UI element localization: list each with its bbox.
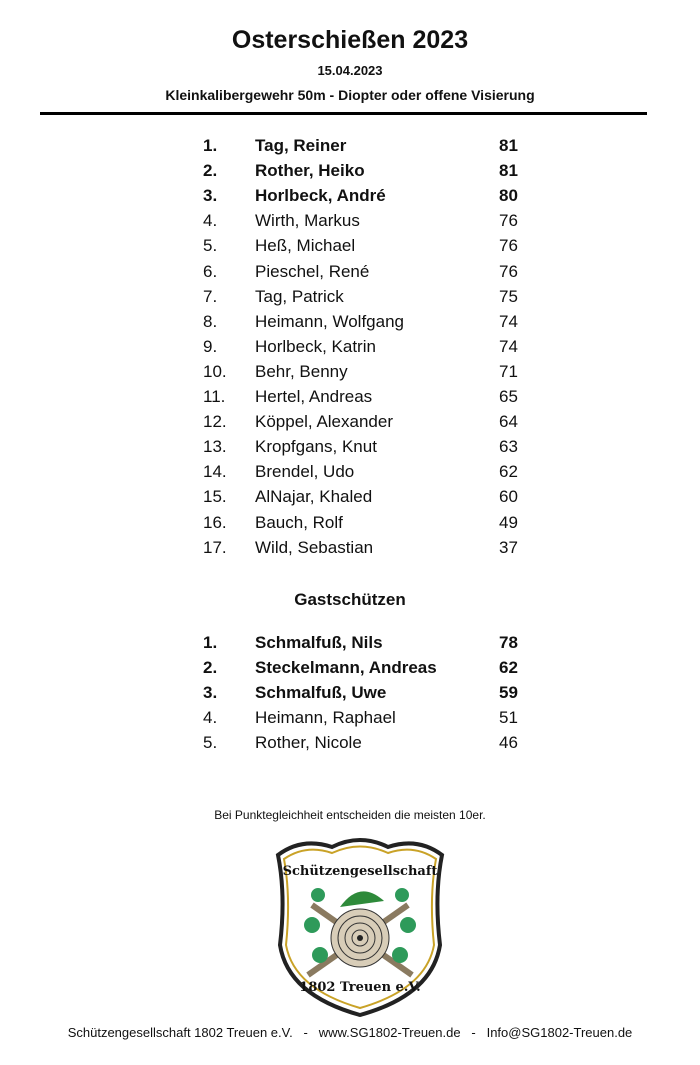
result-score: 46 <box>499 733 518 753</box>
result-row: 14. Brendel, Udo 62 <box>0 462 700 487</box>
result-rank: 13. <box>203 437 227 457</box>
result-name: Köppel, Alexander <box>255 412 393 432</box>
result-row: 1. Tag, Reiner 81 <box>0 136 700 161</box>
result-name: Brendel, Udo <box>255 462 355 482</box>
result-score: 49 <box>499 512 518 532</box>
result-row: 7. Tag, Patrick 75 <box>0 287 700 312</box>
result-rank: 11. <box>203 387 226 406</box>
result-score: 71 <box>499 361 518 381</box>
result-rank: 1. <box>203 136 218 155</box>
result-name: Heimann, Raphael <box>255 708 396 728</box>
result-rank: 17. <box>203 537 227 557</box>
result-name: Horlbeck, André <box>255 186 386 206</box>
result-row: 5. Rother, Nicole 46 <box>0 733 700 758</box>
result-name: Tag, Reiner <box>255 136 347 155</box>
result-row: 11. Hertel, Andreas 65 <box>0 387 700 412</box>
result-rank: 5. <box>203 733 218 753</box>
result-score: 81 <box>499 136 518 155</box>
result-name: Behr, Benny <box>255 361 348 381</box>
result-name: Schmalfuß, Uwe <box>255 683 387 703</box>
result-row: 17. Wild, Sebastian 37 <box>0 538 700 563</box>
result-score: 65 <box>499 387 518 406</box>
result-row: 16. Bauch, Rolf 49 <box>0 513 700 538</box>
result-name: Horlbeck, Katrin <box>255 336 376 356</box>
result-score: 81 <box>499 161 518 181</box>
result-score: 62 <box>499 658 518 678</box>
result-score: 76 <box>499 211 518 231</box>
tiebreak-note: Bei Punktegleichheit entscheiden die mei… <box>214 808 486 822</box>
result-row: 3. Horlbeck, André 80 <box>0 186 700 211</box>
discipline: Kleinkalibergewehr 50m - Diopter oder of… <box>165 87 535 103</box>
header-divider <box>40 112 647 115</box>
result-rank: 3. <box>203 186 218 206</box>
footer: Schützengesellschaft 1802 Treuen e.V. - … <box>67 1025 633 1040</box>
guest-heading: Gastschützen <box>294 590 406 609</box>
result-row: 3. Schmalfuß, Uwe 59 <box>0 683 700 708</box>
result-row: 15. AlNajar, Khaled 60 <box>0 487 700 512</box>
result-rank: 5. <box>203 236 218 256</box>
result-name: Bauch, Rolf <box>255 512 343 532</box>
result-score: 74 <box>499 336 518 356</box>
result-score: 74 <box>499 311 518 331</box>
result-score: 75 <box>499 286 518 306</box>
result-score: 37 <box>499 537 518 557</box>
result-name: Tag, Patrick <box>255 286 344 306</box>
result-rank: 15. <box>203 487 227 507</box>
result-rank: 4. <box>203 708 218 728</box>
result-name: AlNajar, Khaled <box>255 487 373 507</box>
result-rank: 7. <box>203 286 218 306</box>
result-name: Kropfgans, Knut <box>255 437 377 457</box>
result-row: 6. Pieschel, René 76 <box>0 262 700 287</box>
result-name: Heß, Michael <box>255 236 356 256</box>
result-rank: 10. <box>203 361 227 381</box>
event-date: 15.04.2023 <box>317 63 383 78</box>
result-rank: 8. <box>203 311 218 331</box>
club-logo: Schützengesellschaft 1802 Treuen e.V. <box>275 838 445 1017</box>
result-rank: 2. <box>203 658 218 678</box>
result-rank: 3. <box>203 683 218 703</box>
result-score: 63 <box>499 437 518 457</box>
result-row: 13. Kropfgans, Knut 63 <box>0 437 700 462</box>
logo-bottom-text: 1802 Treuen e.V. <box>299 980 420 995</box>
result-score: 59 <box>499 683 518 703</box>
result-name: Pieschel, René <box>255 261 370 281</box>
result-rank: 2. <box>203 161 218 181</box>
result-name: Wirth, Markus <box>255 211 360 231</box>
result-name: Schmalfuß, Nils <box>255 633 383 652</box>
result-score: 62 <box>499 462 518 482</box>
result-score: 78 <box>499 633 518 652</box>
result-row: 4. Wirth, Markus 76 <box>0 211 700 236</box>
result-score: 64 <box>499 412 518 432</box>
result-rank: 6. <box>203 261 218 281</box>
result-row: 8. Heimann, Wolfgang 74 <box>0 312 700 337</box>
page-title: Osterschießen 2023 <box>231 26 469 54</box>
result-name: Rother, Heiko <box>255 161 365 181</box>
result-score: 76 <box>499 261 518 281</box>
result-name: Heimann, Wolfgang <box>255 311 404 331</box>
result-row: 5. Heß, Michael 76 <box>0 236 700 261</box>
result-name: Hertel, Andreas <box>255 387 373 406</box>
result-rank: 4. <box>203 211 218 231</box>
result-row: 2. Steckelmann, Andreas 62 <box>0 658 700 683</box>
result-rank: 1. <box>203 633 218 652</box>
result-rank: 14. <box>203 462 227 482</box>
result-score: 60 <box>499 487 518 507</box>
result-score: 51 <box>499 708 518 728</box>
logo-top-text: Schützengesellschaft <box>283 864 438 879</box>
result-score: 76 <box>499 236 518 256</box>
result-rank: 16. <box>203 512 227 532</box>
result-rank: 12. <box>203 412 227 432</box>
result-row: 10. Behr, Benny 71 <box>0 362 700 387</box>
result-row: 2. Rother, Heiko 81 <box>0 161 700 186</box>
result-rank: 9. <box>203 336 218 356</box>
result-name: Steckelmann, Andreas <box>255 658 437 678</box>
result-row: 4. Heimann, Raphael 51 <box>0 708 700 733</box>
result-row: 9. Horlbeck, Katrin 74 <box>0 337 700 362</box>
result-row: 1. Schmalfuß, Nils 78 <box>0 633 700 658</box>
result-row: 12. Köppel, Alexander 64 <box>0 412 700 437</box>
result-name: Wild, Sebastian <box>255 537 374 557</box>
result-name: Rother, Nicole <box>255 733 362 753</box>
result-score: 80 <box>499 186 518 206</box>
